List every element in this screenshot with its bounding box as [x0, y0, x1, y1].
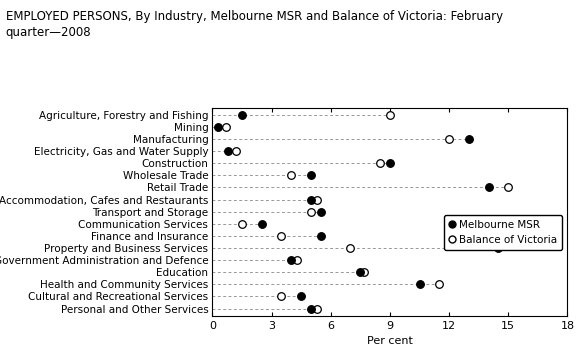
Point — [313, 306, 322, 311]
Point — [257, 221, 267, 227]
Point — [287, 172, 296, 178]
Point — [316, 209, 325, 214]
Point — [346, 245, 355, 251]
Point — [306, 306, 315, 311]
Point — [306, 172, 315, 178]
Point — [316, 233, 325, 239]
Point — [356, 269, 365, 275]
Point — [237, 112, 247, 118]
Legend: Melbourne MSR, Balance of Victoria: Melbourne MSR, Balance of Victoria — [444, 215, 562, 250]
X-axis label: Per cent: Per cent — [367, 336, 413, 346]
Point — [313, 197, 322, 202]
Point — [360, 269, 369, 275]
Point — [232, 149, 241, 154]
Point — [445, 136, 454, 142]
Point — [306, 209, 315, 214]
Point — [214, 124, 223, 130]
Point — [375, 160, 385, 166]
Point — [277, 233, 286, 239]
Point — [306, 197, 315, 202]
Point — [296, 294, 306, 299]
Point — [484, 185, 493, 190]
Point — [385, 160, 395, 166]
Point — [435, 281, 444, 287]
Point — [237, 221, 247, 227]
Point — [503, 185, 513, 190]
Point — [464, 136, 474, 142]
Point — [287, 257, 296, 263]
Point — [385, 112, 395, 118]
Point — [277, 294, 286, 299]
Point — [223, 149, 233, 154]
Point — [293, 257, 302, 263]
Point — [222, 124, 231, 130]
Text: EMPLOYED PERSONS, By Industry, Melbourne MSR and Balance of Victoria: February
q: EMPLOYED PERSONS, By Industry, Melbourne… — [6, 10, 503, 40]
Point — [494, 245, 503, 251]
Point — [415, 281, 424, 287]
